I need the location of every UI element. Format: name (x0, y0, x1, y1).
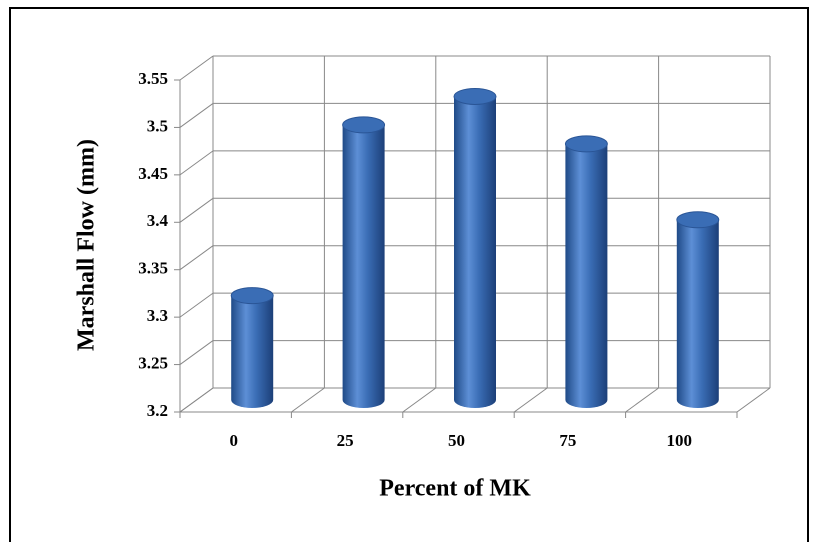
bar (565, 143, 608, 408)
y-tick-label: 3.2 (147, 401, 168, 420)
bar (231, 295, 274, 408)
y-tick-label: 3.35 (138, 259, 168, 278)
bar-top (230, 287, 274, 305)
bar-top (676, 211, 720, 229)
grid-line (179, 292, 214, 318)
x-axis-title: Percent of MK (379, 476, 531, 502)
grid-line (179, 387, 214, 413)
y-axis-title: Marshall Flow (mm) (74, 139, 100, 351)
y-tick-label: 3.4 (147, 211, 169, 230)
floor-line (513, 387, 548, 413)
floor-line (402, 387, 437, 413)
bar (454, 96, 496, 408)
y-tick-label: 3.25 (138, 353, 168, 372)
x-tick-label: 50 (448, 431, 465, 450)
x-tick-label: 25 (337, 431, 354, 450)
grid-line (179, 340, 214, 365)
floor-line (736, 387, 771, 413)
frame (9, 7, 809, 542)
grid-line (179, 245, 214, 271)
bar (676, 219, 719, 408)
grid-line (179, 103, 214, 128)
y-tick-label: 3.55 (138, 69, 168, 88)
x-tick-label: 75 (559, 431, 576, 450)
y-tick-label: 3.3 (147, 306, 168, 325)
floor-line (291, 387, 325, 413)
bar-top (453, 87, 497, 105)
grid-line (179, 150, 214, 176)
bar-top (342, 116, 386, 134)
x-tick-label: 100 (667, 431, 693, 450)
x-tick-label: 0 (229, 431, 238, 450)
floor-line (625, 387, 659, 413)
y-tick-label: 3.5 (147, 116, 168, 135)
y-tick-label: 3.45 (138, 164, 168, 183)
bar-top (564, 135, 608, 153)
bar (342, 124, 385, 409)
grid-line (179, 197, 214, 223)
grid-line (179, 55, 214, 81)
